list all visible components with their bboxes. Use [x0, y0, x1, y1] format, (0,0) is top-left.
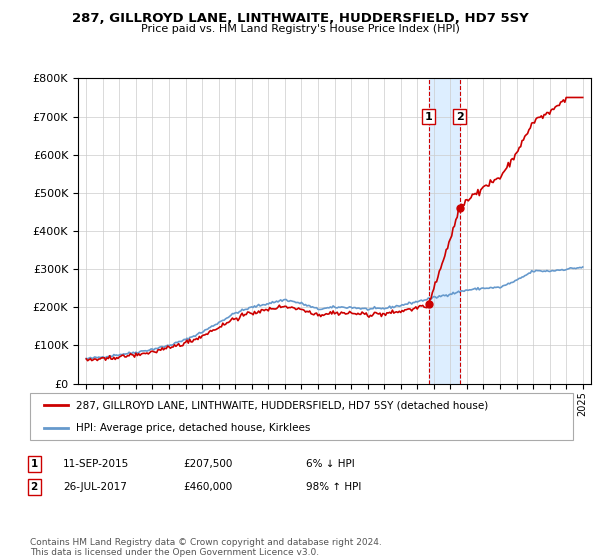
Text: £207,500: £207,500 — [183, 459, 232, 469]
Text: 1: 1 — [425, 111, 433, 122]
Text: £460,000: £460,000 — [183, 482, 232, 492]
Text: Price paid vs. HM Land Registry's House Price Index (HPI): Price paid vs. HM Land Registry's House … — [140, 24, 460, 34]
Text: 1: 1 — [31, 459, 38, 469]
Text: 287, GILLROYD LANE, LINTHWAITE, HUDDERSFIELD, HD7 5SY (detached house): 287, GILLROYD LANE, LINTHWAITE, HUDDERSF… — [76, 400, 488, 410]
FancyBboxPatch shape — [30, 393, 573, 440]
Text: Contains HM Land Registry data © Crown copyright and database right 2024.
This d: Contains HM Land Registry data © Crown c… — [30, 538, 382, 557]
Text: 287, GILLROYD LANE, LINTHWAITE, HUDDERSFIELD, HD7 5SY: 287, GILLROYD LANE, LINTHWAITE, HUDDERSF… — [71, 12, 529, 25]
Text: 11-SEP-2015: 11-SEP-2015 — [63, 459, 129, 469]
Bar — [428, 78, 460, 384]
Text: 98% ↑ HPI: 98% ↑ HPI — [306, 482, 361, 492]
Text: 2: 2 — [31, 482, 38, 492]
Text: 6% ↓ HPI: 6% ↓ HPI — [306, 459, 355, 469]
Text: 2: 2 — [456, 111, 463, 122]
Text: 26-JUL-2017: 26-JUL-2017 — [63, 482, 127, 492]
Text: HPI: Average price, detached house, Kirklees: HPI: Average price, detached house, Kirk… — [76, 422, 311, 432]
